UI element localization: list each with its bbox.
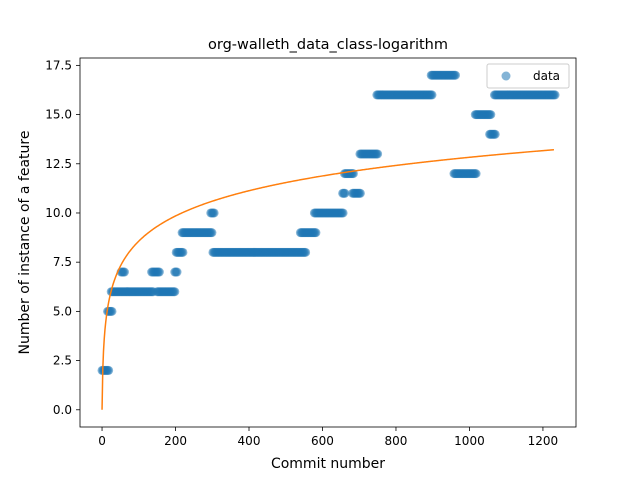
data-point (104, 365, 114, 375)
plot-layer (97, 70, 560, 410)
y-axis-label: Number of instance of a feature (17, 131, 33, 355)
x-tick-label: 1000 (454, 434, 485, 448)
data-point (355, 188, 365, 198)
data-point (107, 306, 117, 316)
data-point (301, 247, 311, 257)
data-point (490, 129, 500, 139)
data-point (471, 169, 481, 179)
data-point (172, 267, 182, 277)
y-tick-label: 15.0 (45, 108, 72, 122)
x-tick-label: 800 (385, 434, 408, 448)
tick-layer: 0 200 400 600 800 1000 1200 0.0 2.5 5.0 7.5 10.0 12.… (45, 58, 558, 448)
x-tick-label: 0 (98, 434, 106, 448)
data-point (373, 149, 383, 159)
data-point (311, 228, 321, 238)
legend-box (486, 63, 570, 89)
x-axis-label: Commit number (271, 456, 385, 472)
data-point (450, 70, 460, 80)
y-tick-label: 12.5 (45, 157, 72, 171)
y-tick-label: 2.5 (53, 354, 72, 368)
data-point (207, 228, 217, 238)
y-tick-label: 5.0 (53, 304, 72, 318)
x-tick-label: 400 (238, 434, 261, 448)
fit-line (101, 148, 555, 410)
data-point (486, 110, 496, 120)
data-point (550, 90, 560, 100)
legend-marker-data (501, 71, 511, 81)
data-point (178, 247, 188, 257)
chart-title: org-walleth_data_class-logarithm (208, 37, 448, 53)
data-point (338, 208, 348, 218)
data-point (427, 90, 437, 100)
data-point (170, 287, 180, 297)
y-tick-label: 0.0 (53, 403, 72, 417)
data-point (209, 208, 219, 218)
y-tick-label: 10.0 (45, 206, 72, 220)
y-tick-label: 17.5 (45, 58, 72, 72)
legend: data (486, 63, 570, 89)
x-tick-label: 1200 (528, 434, 559, 448)
data-point (340, 188, 350, 198)
x-tick-label: 200 (164, 434, 187, 448)
data-point (119, 267, 129, 277)
legend-label-data: data (533, 69, 560, 83)
axes-frame (79, 57, 577, 428)
data-point (154, 267, 164, 277)
x-tick-label: 600 (311, 434, 334, 448)
y-tick-label: 7.5 (53, 255, 72, 269)
